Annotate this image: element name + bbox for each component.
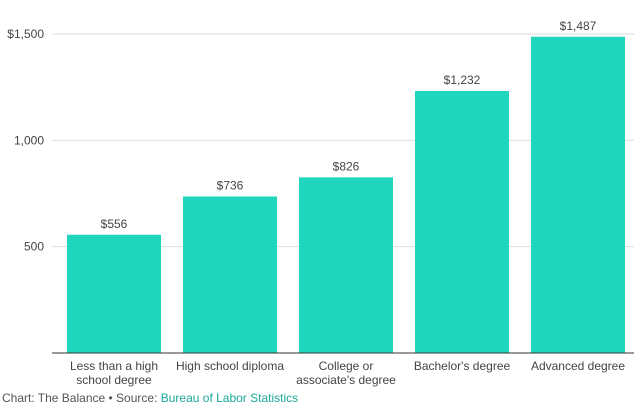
credit-prefix: Chart: The Balance • Source: [2, 391, 161, 405]
y-axis-ticks: 500 1,000 $1,500 [7, 27, 44, 254]
bars [67, 36, 625, 354]
bar [183, 196, 277, 353]
x-tick-label: Advanced degree [531, 359, 625, 373]
data-labels: $556 $736 $826 $1,232 $1,487 [101, 19, 597, 231]
data-label: $1,487 [560, 19, 597, 33]
x-tick-label: College or [319, 359, 374, 373]
x-tick-label: associate's degree [296, 373, 396, 387]
x-tick-label: Bachelor's degree [414, 359, 511, 373]
data-label: $826 [333, 159, 360, 173]
y-tick-label: 1,000 [14, 133, 44, 147]
bar [531, 36, 625, 353]
bar [415, 90, 509, 354]
data-label: $556 [101, 217, 128, 231]
data-label: $1,232 [444, 73, 481, 87]
bar [67, 234, 161, 353]
source-link[interactable]: Bureau of Labor Statistics [160, 391, 299, 405]
data-label: $736 [217, 178, 244, 192]
x-tick-label: High school diploma [176, 359, 284, 373]
bar [299, 177, 393, 353]
y-tick-label: $1,500 [7, 27, 44, 41]
chart-credit: Chart: The Balance • Source: Bureau of L… [2, 391, 298, 405]
x-tick-label: Less than a high [70, 359, 158, 373]
x-tick-label: school degree [76, 373, 152, 387]
y-tick-label: 500 [24, 240, 44, 254]
